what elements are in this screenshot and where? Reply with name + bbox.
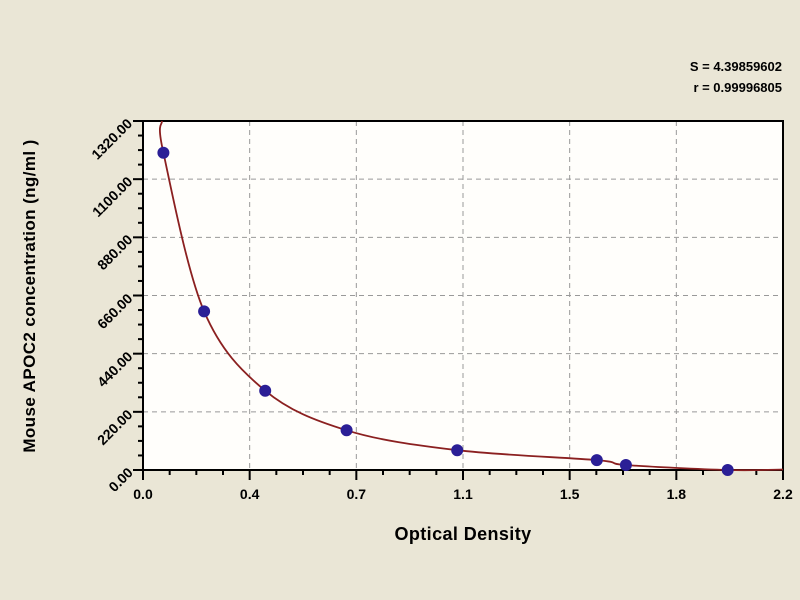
plot-border [142,120,784,471]
x-tick-label: 1.5 [559,486,580,502]
x-tick-label: 0.4 [239,486,260,502]
slope-annotation: S = 4.39859602 [689,59,782,74]
x-tick-label: 2.2 [773,486,793,502]
data-point [721,464,734,476]
y-axis-title: Mouse APOC2 concentration (ng/ml ) [20,139,39,453]
x-tick-label: 1.1 [453,486,473,502]
data-point [198,305,211,318]
data-point [619,459,632,471]
data-point [157,146,170,159]
data-point [451,444,464,457]
data-point [340,424,353,437]
fit-statistics: S = 4.39859602 r = 0.99996805 [690,56,782,98]
x-tick-label: 0.0 [133,486,153,502]
x-axis-title: Optical Density [394,524,532,544]
correlation-annotation: r = 0.99996805 [693,80,782,95]
data-point [590,454,603,467]
standard-curve-line [158,120,784,472]
data-point [259,384,272,397]
x-tick-label: 0.7 [346,486,367,502]
x-tick-label: 1.8 [666,486,687,502]
